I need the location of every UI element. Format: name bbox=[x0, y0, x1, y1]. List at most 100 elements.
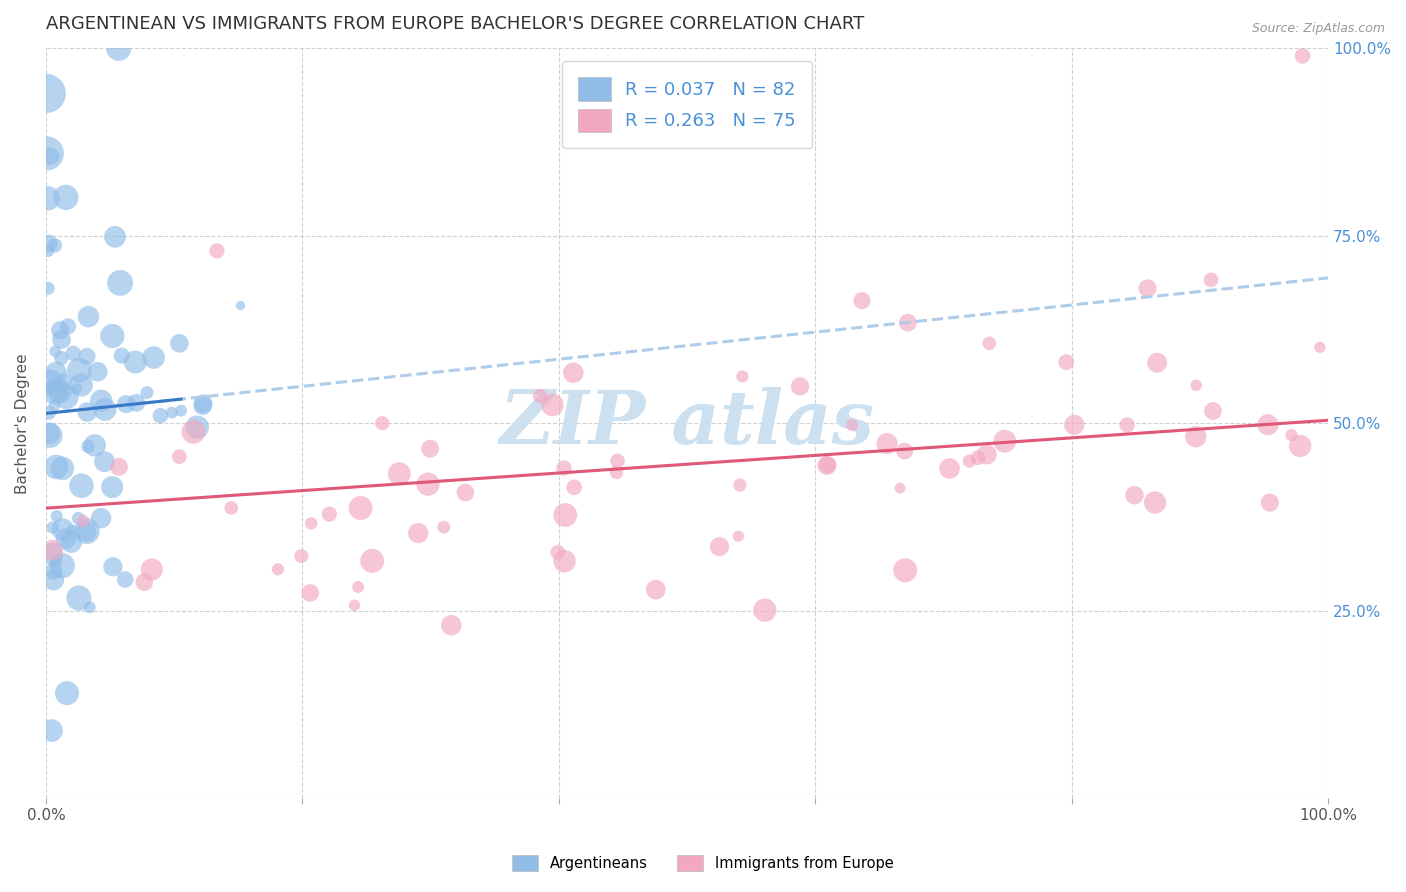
Point bbox=[41, 520, 63, 534]
Point bbox=[1123, 488, 1146, 502]
Point bbox=[101, 559, 124, 574]
Point bbox=[343, 599, 366, 613]
Point bbox=[76, 405, 98, 419]
Point bbox=[851, 293, 873, 308]
Point bbox=[938, 461, 960, 475]
Point bbox=[141, 562, 163, 576]
Point bbox=[554, 508, 576, 522]
Text: Source: ZipAtlas.com: Source: ZipAtlas.com bbox=[1251, 22, 1385, 36]
Point bbox=[361, 554, 384, 568]
Point bbox=[553, 554, 575, 568]
Point bbox=[44, 399, 66, 413]
Point bbox=[889, 481, 911, 495]
Point bbox=[35, 146, 58, 161]
Point bbox=[38, 375, 60, 389]
Point bbox=[419, 442, 441, 456]
Point bbox=[56, 686, 79, 700]
Point bbox=[51, 351, 73, 365]
Point bbox=[134, 575, 156, 590]
Point bbox=[48, 384, 70, 399]
Point bbox=[1257, 417, 1279, 432]
Point bbox=[56, 319, 79, 334]
Point bbox=[93, 455, 115, 469]
Point bbox=[45, 366, 67, 380]
Point bbox=[789, 379, 811, 393]
Point bbox=[957, 454, 980, 468]
Point bbox=[44, 238, 66, 252]
Point bbox=[101, 329, 124, 343]
Point bbox=[60, 523, 83, 537]
Point bbox=[38, 406, 60, 420]
Point bbox=[169, 450, 191, 464]
Text: ZIP atlas: ZIP atlas bbox=[499, 387, 875, 459]
Point bbox=[219, 500, 242, 515]
Point bbox=[815, 458, 838, 473]
Point bbox=[75, 524, 97, 539]
Point bbox=[709, 540, 731, 554]
Point bbox=[299, 586, 322, 600]
Point bbox=[267, 562, 290, 576]
Point bbox=[529, 389, 551, 403]
Point bbox=[841, 418, 863, 433]
Point bbox=[60, 535, 83, 549]
Point bbox=[108, 459, 131, 474]
Point bbox=[894, 563, 917, 577]
Point bbox=[90, 393, 112, 408]
Point bbox=[1258, 495, 1281, 509]
Text: ARGENTINEAN VS IMMIGRANTS FROM EUROPE BACHELOR'S DEGREE CORRELATION CHART: ARGENTINEAN VS IMMIGRANTS FROM EUROPE BA… bbox=[46, 15, 865, 33]
Point bbox=[994, 434, 1017, 449]
Point bbox=[41, 547, 63, 561]
Point bbox=[79, 600, 101, 615]
Point bbox=[1289, 439, 1312, 453]
Point bbox=[44, 384, 66, 399]
Point bbox=[142, 351, 165, 365]
Point bbox=[229, 299, 252, 313]
Point bbox=[104, 230, 127, 244]
Point bbox=[876, 436, 898, 450]
Point bbox=[1199, 273, 1222, 287]
Point bbox=[67, 363, 90, 377]
Legend: R = 0.037   N = 82, R = 0.263   N = 75: R = 0.037 N = 82, R = 0.263 N = 75 bbox=[562, 62, 813, 148]
Point bbox=[55, 190, 77, 204]
Point bbox=[70, 479, 93, 493]
Point bbox=[114, 573, 136, 587]
Point bbox=[124, 355, 146, 369]
Point bbox=[42, 564, 65, 578]
Point bbox=[149, 409, 172, 423]
Point bbox=[754, 603, 776, 617]
Point bbox=[416, 477, 439, 491]
Point bbox=[42, 573, 65, 587]
Point bbox=[1202, 404, 1225, 418]
Point bbox=[66, 382, 89, 396]
Point bbox=[35, 87, 58, 101]
Point bbox=[51, 461, 73, 475]
Point bbox=[893, 444, 915, 458]
Point bbox=[67, 591, 90, 606]
Point bbox=[817, 458, 839, 472]
Y-axis label: Bachelor's Degree: Bachelor's Degree bbox=[15, 353, 30, 493]
Point bbox=[41, 543, 63, 558]
Point bbox=[440, 618, 463, 632]
Point bbox=[728, 478, 751, 492]
Point bbox=[160, 406, 183, 420]
Point bbox=[108, 276, 131, 290]
Point bbox=[347, 580, 370, 594]
Point bbox=[72, 514, 94, 528]
Point bbox=[349, 501, 371, 516]
Point bbox=[406, 526, 429, 541]
Point bbox=[70, 378, 93, 392]
Point bbox=[979, 336, 1001, 351]
Point bbox=[1185, 378, 1208, 392]
Point bbox=[183, 425, 205, 439]
Point bbox=[115, 397, 138, 411]
Point bbox=[42, 380, 65, 394]
Point bbox=[727, 529, 749, 543]
Point bbox=[136, 385, 159, 400]
Point bbox=[49, 379, 72, 393]
Point bbox=[967, 450, 990, 465]
Point bbox=[1309, 340, 1331, 354]
Point bbox=[1116, 417, 1139, 432]
Point bbox=[897, 316, 920, 330]
Point bbox=[1054, 355, 1077, 369]
Point bbox=[41, 723, 63, 738]
